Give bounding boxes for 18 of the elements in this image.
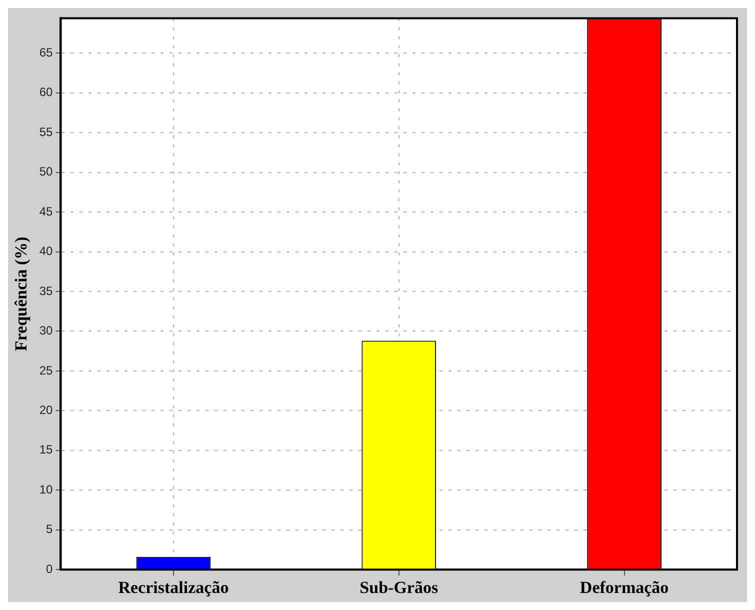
- y-tick-label: 60: [39, 85, 54, 100]
- y-tick-label: 15: [39, 442, 54, 457]
- y-tick-label: 25: [39, 363, 54, 378]
- y-tick-label: 40: [39, 244, 54, 258]
- y-tick-label: 45: [39, 204, 54, 218]
- y-tick-label: 65: [39, 45, 54, 60]
- y-tick-label: 0: [46, 562, 54, 576]
- y-tick-label: 20: [39, 403, 54, 418]
- x-tick-label: Sub-Grãos: [360, 578, 438, 598]
- x-tick-label: Recristalização: [118, 578, 229, 598]
- y-tick-label: 35: [39, 284, 54, 298]
- y-tick-label: 10: [39, 482, 54, 496]
- y-tick-label: 5: [46, 522, 54, 536]
- y-tick-label: 30: [39, 324, 54, 338]
- y-tick-label: 50: [39, 164, 54, 179]
- y-tick-label: 55: [39, 124, 54, 139]
- x-tick-label: Deformação: [580, 578, 669, 598]
- y-axis-title: Frequência (%): [12, 236, 31, 352]
